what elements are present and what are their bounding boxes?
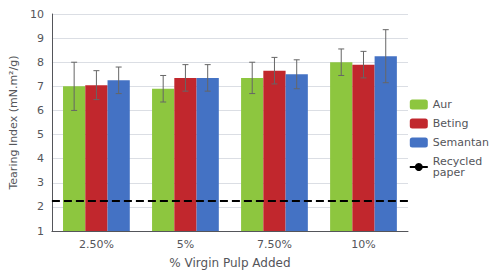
svg-text:3: 3 [37,176,44,189]
svg-text:Aur: Aur [433,98,452,111]
svg-text:6: 6 [37,104,44,117]
svg-text:9: 9 [37,32,44,45]
svg-text:10%: 10% [351,238,375,251]
svg-text:7: 7 [37,80,44,93]
svg-text:5%: 5% [177,238,194,251]
svg-text:Recycled: Recycled [432,155,483,168]
svg-text:10: 10 [30,8,44,21]
svg-text:4: 4 [37,152,44,165]
svg-text:5: 5 [37,128,44,141]
svg-text:% Virgin Pulp Added: % Virgin Pulp Added [169,256,290,270]
svg-text:2.50%: 2.50% [79,238,114,251]
svg-text:Tearing Index (mN.m²/g): Tearing Index (mN.m²/g) [7,55,20,190]
svg-text:8: 8 [37,56,44,69]
svg-text:Beting: Beting [433,117,469,130]
svg-text:2: 2 [37,200,44,213]
svg-text:paper: paper [433,166,465,179]
svg-text:1: 1 [37,225,44,238]
svg-text:7.50%: 7.50% [257,238,292,251]
svg-text:Semantan: Semantan [433,136,489,149]
